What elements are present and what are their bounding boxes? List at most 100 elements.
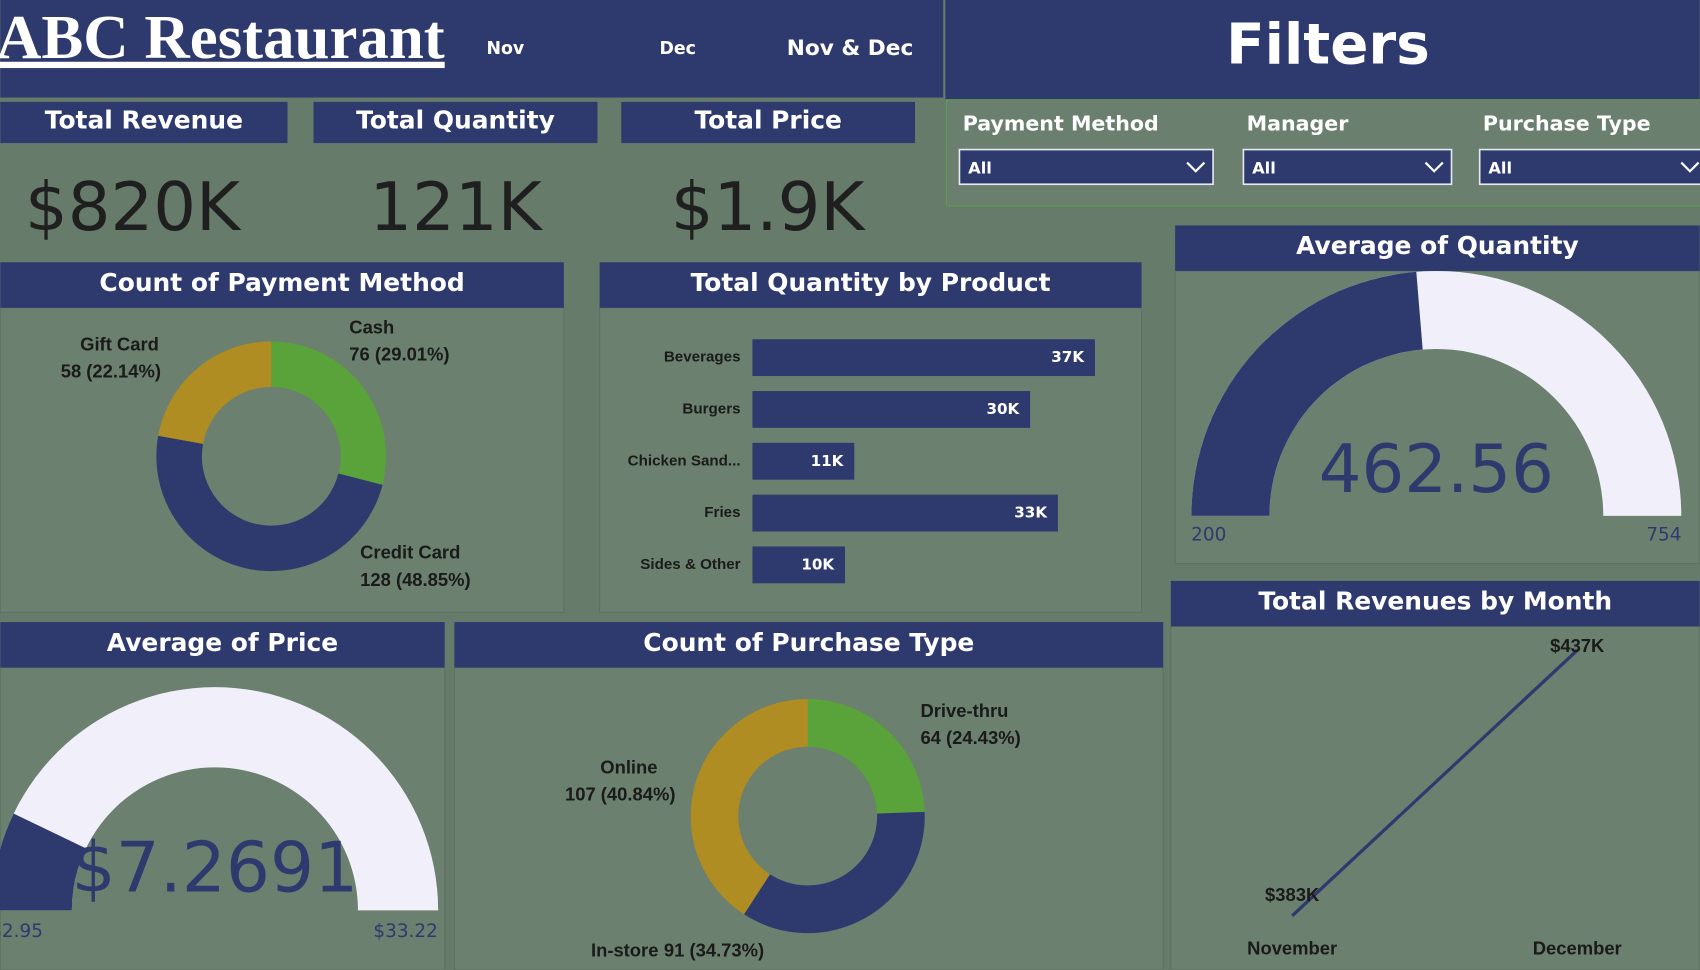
filters-title: Filters	[1226, 12, 1430, 77]
dropdown-box	[1242, 148, 1453, 186]
slice-value: 91 (34.73%)	[664, 939, 764, 960]
chart-panel: Total Quantity by Product Beverages 37K Bur…	[599, 262, 1143, 613]
bar	[752, 546, 846, 584]
bar-value: 33K	[1014, 504, 1048, 522]
gauge-value	[0, 813, 86, 911]
donut-slice	[807, 699, 925, 814]
x-category: December	[1533, 937, 1622, 958]
bar-category: Beverages	[664, 349, 741, 366]
filters: Payment Method All Manager All Purchase Type…	[958, 112, 1700, 186]
gauge-min: 200	[1191, 524, 1226, 545]
gauge-max: 754	[1646, 524, 1681, 545]
panel-title-bar	[599, 262, 1142, 308]
chart-panel: Average of Quantity 462.56 200 754	[1174, 225, 1700, 565]
slice-name: Online	[600, 756, 657, 777]
gauge-value-label: $7.2691	[71, 828, 358, 908]
filter-label: Payment Method	[963, 112, 1159, 136]
point-label: $437K	[1550, 635, 1605, 656]
kpi-title: Total Quantity	[356, 105, 555, 134]
dropdown-value: All	[1252, 159, 1276, 178]
chart-panel: Total Revenues by Month $383K November $437…	[1170, 580, 1700, 970]
slice-value: 64 (24.43%)	[920, 727, 1020, 748]
gauge-track	[0, 687, 439, 911]
dropdown-box	[1478, 148, 1700, 186]
point-label: $383K	[1265, 884, 1320, 905]
slice-value: 76 (29.01%)	[349, 343, 449, 364]
bar-category: Chicken Sand...	[628, 452, 741, 469]
header-bar	[0, 0, 944, 98]
filter-label: Manager	[1247, 112, 1350, 136]
chart-title: Count of Payment Method	[99, 268, 464, 297]
gauge-min: $2.95	[0, 921, 43, 942]
kpi-title: Total Revenue	[45, 105, 243, 134]
slice-name: In-store	[591, 939, 659, 960]
slice-value: 107 (40.84%)	[565, 783, 676, 804]
dropdown-value: All	[968, 159, 992, 178]
chart-panel: Count of Purchase Type Drive-thru 64 (24.4…	[453, 622, 1164, 970]
dropdown-value: All	[1488, 159, 1512, 178]
kpi-title-bar	[313, 101, 598, 144]
slice-name: Credit Card	[360, 542, 460, 563]
donut-slice	[690, 699, 808, 915]
chart-panel: Count of Payment Method Cash 76 (29.01%) Cr…	[0, 262, 565, 613]
bar	[752, 339, 1095, 377]
slice-name: Drive-thru	[920, 700, 1008, 721]
chart-title: Total Quantity by Product	[691, 268, 1051, 297]
kpi-title-bar	[0, 101, 288, 144]
bar-value: 30K	[986, 400, 1020, 418]
slice-value: 58 (22.14%)	[61, 361, 161, 382]
charts: Count of Payment Method Cash 76 (29.01%) Cr…	[0, 225, 1700, 970]
donut-slice	[156, 435, 383, 572]
slice-value: 128 (48.85%)	[360, 569, 471, 590]
header-title: ABC Restaurant	[0, 2, 445, 72]
kpi-title: Total Price	[694, 105, 841, 134]
chart-title: Average of Quantity	[1296, 231, 1579, 260]
bar	[752, 494, 1058, 532]
filter-label: Purchase Type	[1483, 112, 1651, 136]
panel-title-bar	[454, 622, 1164, 668]
panel-title-bar	[0, 622, 445, 668]
slice-name: Cash	[349, 316, 394, 337]
gauge-value-label: 462.56	[1319, 430, 1554, 508]
gauge-value	[1191, 271, 1423, 516]
bar-category: Fries	[704, 504, 740, 521]
filter-dropdown[interactable]: All	[958, 148, 1214, 186]
gauge-max: $33.22	[373, 921, 437, 942]
donut-slice	[744, 811, 925, 934]
chart-panel: Average of Price $7.2691 $2.95 $33.22	[0, 622, 446, 970]
panel-title-bar	[1170, 580, 1700, 627]
filter-dropdown[interactable]: All	[1242, 148, 1453, 186]
tab[interactable]: Nov	[487, 39, 525, 59]
filter-dropdown[interactable]: All	[1478, 148, 1700, 186]
kpis: Total Revenue $820K Total Quantity 121K Tota…	[0, 101, 916, 246]
panel-title-bar	[0, 262, 564, 308]
slice-name: Gift Card	[80, 334, 159, 355]
bar	[752, 442, 855, 480]
panel-body	[1170, 625, 1700, 970]
tab[interactable]: Nov & Dec	[787, 36, 914, 61]
bar-value: 10K	[801, 555, 835, 573]
kpi-value: 121K	[369, 168, 543, 246]
chart-title: Total Revenues by Month	[1258, 587, 1612, 616]
chevron	[1680, 161, 1700, 173]
bar-category: Burgers	[682, 400, 740, 417]
bar-category: Sides & Other	[640, 556, 740, 573]
filters-bar	[945, 0, 1700, 100]
bar-value: 11K	[811, 452, 845, 470]
bar-value: 37K	[1051, 348, 1085, 366]
x-category: November	[1247, 937, 1337, 958]
dropdown-box	[958, 148, 1214, 186]
chevron	[1424, 161, 1444, 173]
donut-slice	[271, 341, 387, 485]
chart-title: Count of Purchase Type	[643, 628, 974, 657]
chevron	[1186, 161, 1206, 173]
donut-slice	[158, 341, 272, 444]
panel-title-bar	[1175, 225, 1700, 271]
kpi-title-bar	[621, 101, 916, 144]
bar	[752, 391, 1031, 428]
tab[interactable]: Dec	[659, 39, 695, 59]
kpi-value: $1.9K	[671, 168, 867, 246]
chart-title: Average of Price	[107, 628, 338, 657]
